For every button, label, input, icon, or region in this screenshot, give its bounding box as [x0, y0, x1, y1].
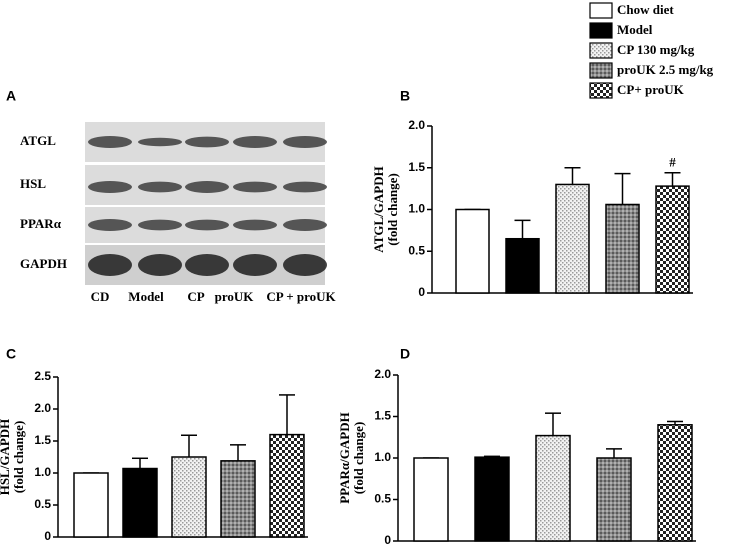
blot-row-label: GAPDH — [20, 256, 67, 271]
legend-swatch — [589, 82, 613, 99]
y-axis-label: PPARα/GAPDH — [337, 412, 352, 504]
panel-label: A — [6, 88, 16, 104]
y-tick-label: 1.0 — [374, 450, 391, 464]
blot-band — [88, 136, 132, 148]
y-axis-label: HSL/GAPDH — [0, 419, 12, 496]
y-tick-label: 0.5 — [374, 492, 391, 506]
y-tick-label: 2.5 — [34, 369, 51, 383]
y-axis-label: (fold change) — [385, 173, 400, 246]
panel-label: B — [400, 88, 410, 104]
blot-row-label: ATGL — [20, 133, 56, 148]
y-tick-label: 2.0 — [408, 118, 425, 132]
y-tick-label: 0.5 — [34, 497, 51, 511]
blot-lane-label: Model — [128, 289, 164, 304]
annotation: # — [669, 155, 676, 170]
bar — [220, 460, 256, 538]
blot-band — [185, 181, 229, 193]
blot-lane-label: CP — [187, 289, 204, 304]
blot-band — [283, 219, 327, 231]
bar — [535, 434, 571, 542]
blot-lane-label: CD — [91, 289, 110, 304]
blot-row-label: HSL — [20, 176, 46, 191]
panel-label: C — [6, 346, 16, 362]
bar — [269, 433, 305, 538]
y-tick-label: 1.5 — [374, 409, 391, 423]
blot-lane-label: CP + proUK — [266, 289, 336, 304]
blot-band — [233, 181, 277, 193]
blot-band — [283, 254, 327, 276]
legend-label: CP 130 mg/kg — [617, 42, 695, 57]
panel-label: D — [400, 346, 410, 362]
blot-band — [283, 136, 327, 148]
bar — [657, 424, 693, 542]
y-tick-label: 1.0 — [34, 465, 51, 479]
bar — [171, 456, 207, 538]
blot-band — [185, 136, 229, 148]
bar — [73, 472, 109, 538]
legend-label: Chow diet — [617, 2, 674, 17]
blot-band — [283, 181, 327, 193]
bar — [596, 457, 632, 542]
blot-band — [88, 219, 132, 231]
y-tick-label: 0 — [418, 285, 425, 299]
blot-band — [233, 219, 277, 231]
y-axis-label: (fold change) — [351, 422, 366, 495]
blot-band — [138, 181, 182, 193]
bar — [505, 237, 540, 294]
legend-swatch — [589, 42, 613, 59]
y-tick-label: 1.5 — [408, 160, 425, 174]
bar — [655, 185, 690, 294]
y-tick-label: 2.0 — [374, 367, 391, 381]
legend-label: Model — [617, 22, 653, 37]
blot-band — [88, 254, 132, 276]
blot-lane-label: proUK — [215, 289, 255, 304]
legend-swatch — [589, 22, 613, 39]
legend-label: proUK 2.5 mg/kg — [617, 62, 714, 77]
blot-band — [138, 254, 182, 276]
blot-band — [233, 136, 277, 148]
bar — [474, 456, 510, 542]
bar — [605, 203, 640, 294]
blot-band — [233, 254, 277, 276]
blot-band — [185, 254, 229, 276]
bar — [455, 208, 490, 294]
y-tick-label: 0 — [384, 533, 391, 547]
blot-band — [185, 219, 229, 231]
bar — [413, 457, 449, 542]
blot-band — [138, 137, 182, 147]
legend-label: CP+ proUK — [617, 82, 685, 97]
bar — [122, 467, 158, 538]
y-axis-label: (fold change) — [11, 421, 26, 494]
y-axis-label: ATGL/GAPDH — [371, 166, 386, 252]
y-tick-label: 2.0 — [34, 401, 51, 415]
bar — [555, 183, 590, 294]
legend-swatch — [589, 2, 613, 19]
y-tick-label: 0.5 — [408, 243, 425, 257]
legend-swatch — [589, 62, 613, 79]
blot-row-label: PPARα — [20, 216, 62, 231]
blot-band — [138, 219, 182, 231]
y-tick-label: 1.5 — [34, 433, 51, 447]
blot-band — [88, 181, 132, 193]
y-tick-label: 1.0 — [408, 202, 425, 216]
y-tick-label: 0 — [44, 529, 51, 543]
